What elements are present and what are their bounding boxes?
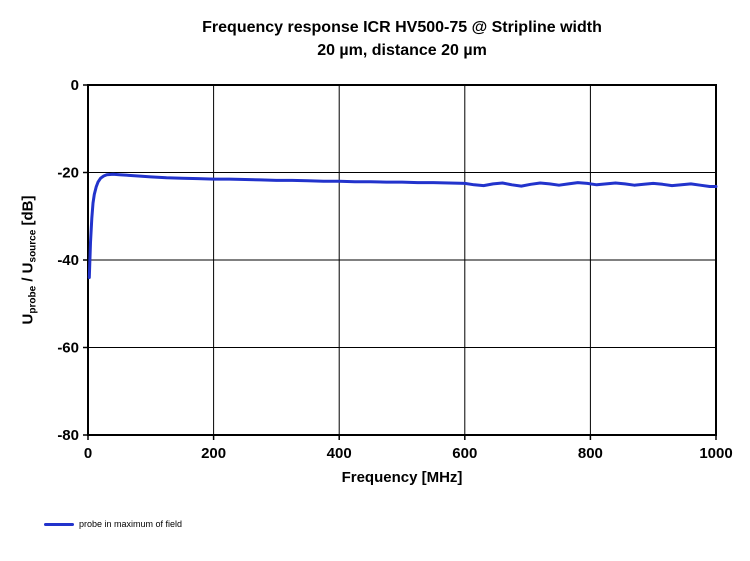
y-tick-label: -60 — [57, 340, 79, 357]
plot-border — [87, 84, 717, 436]
x-tick-label: 800 — [578, 445, 603, 462]
legend-label: probe in maximum of field — [79, 519, 183, 529]
y-tick-label: 0 — [71, 77, 79, 94]
x-tick-label: 600 — [452, 445, 477, 462]
x-axis-title: Frequency [MHz] — [341, 469, 463, 486]
x-tick-label: 0 — [84, 445, 92, 462]
y-tick-label: -80 — [57, 427, 79, 444]
x-tick-label: 400 — [327, 445, 352, 462]
chart-title-line1: Frequency response ICR HV500-75 @ Stripl… — [202, 19, 602, 36]
legend-line-swatch — [44, 522, 74, 526]
series-line — [87, 172, 718, 279]
x-tick-label: 200 — [201, 445, 226, 462]
chart-title-line2: 20 µm, distance 20 µm — [317, 42, 487, 59]
chart-title: Frequency response ICR HV500-75 @ Stripl… — [88, 16, 716, 62]
legend: probe in maximum of field — [44, 519, 182, 529]
y-tick-label: -20 — [57, 165, 79, 182]
y-tick-label: -40 — [57, 252, 79, 269]
x-tick-label: 1000 — [699, 445, 732, 462]
